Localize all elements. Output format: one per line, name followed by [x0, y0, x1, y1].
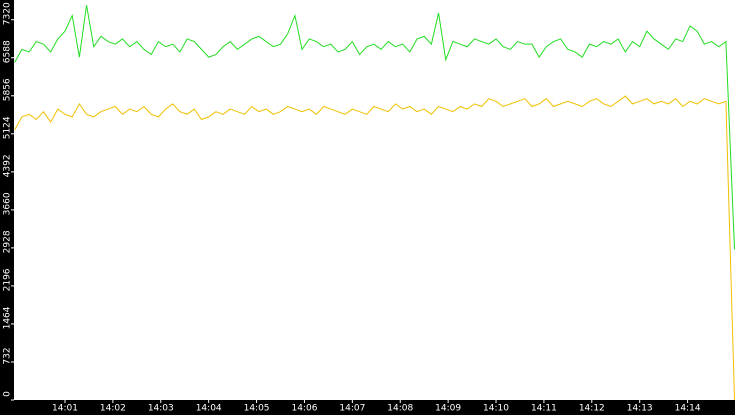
y-tick-label: 0: [3, 391, 13, 397]
y-tick-label: 7320: [3, 2, 13, 25]
x-tick-label: 14:07: [339, 404, 365, 414]
x-tick-label: 14:10: [483, 404, 509, 414]
x-tick-label: 14:02: [100, 404, 126, 414]
x-tick-label: 14:14: [675, 404, 701, 414]
y-tick-label: 3660: [3, 192, 13, 215]
x-axis-strip: [0, 400, 735, 415]
x-tick-label: 14:04: [196, 404, 222, 414]
y-axis-strip: [0, 0, 14, 415]
x-tick-label: 14:11: [531, 404, 557, 414]
y-tick-label: 4392: [3, 154, 13, 177]
y-tick-label: 5856: [3, 78, 13, 101]
series-line: [14, 5, 735, 250]
series-line: [14, 95, 735, 401]
y-tick-label: 1464: [3, 306, 13, 329]
x-tick-label: 14:08: [387, 404, 413, 414]
y-tick-label: 2928: [3, 230, 13, 253]
x-tick-label: 14:06: [291, 404, 317, 414]
x-tick-label: 14:09: [435, 404, 461, 414]
y-tick-label: 6588: [3, 40, 13, 63]
x-tick-label: 14:03: [148, 404, 174, 414]
y-tick-label: 732: [3, 347, 13, 364]
x-tick-label: 14:13: [627, 404, 653, 414]
y-tick-label: 5124: [3, 116, 13, 139]
y-tick-label: 2196: [3, 268, 13, 291]
x-tick-label: 14:01: [52, 404, 78, 414]
x-tick-label: 14:05: [244, 404, 270, 414]
x-tick-label: 14:12: [579, 404, 605, 414]
